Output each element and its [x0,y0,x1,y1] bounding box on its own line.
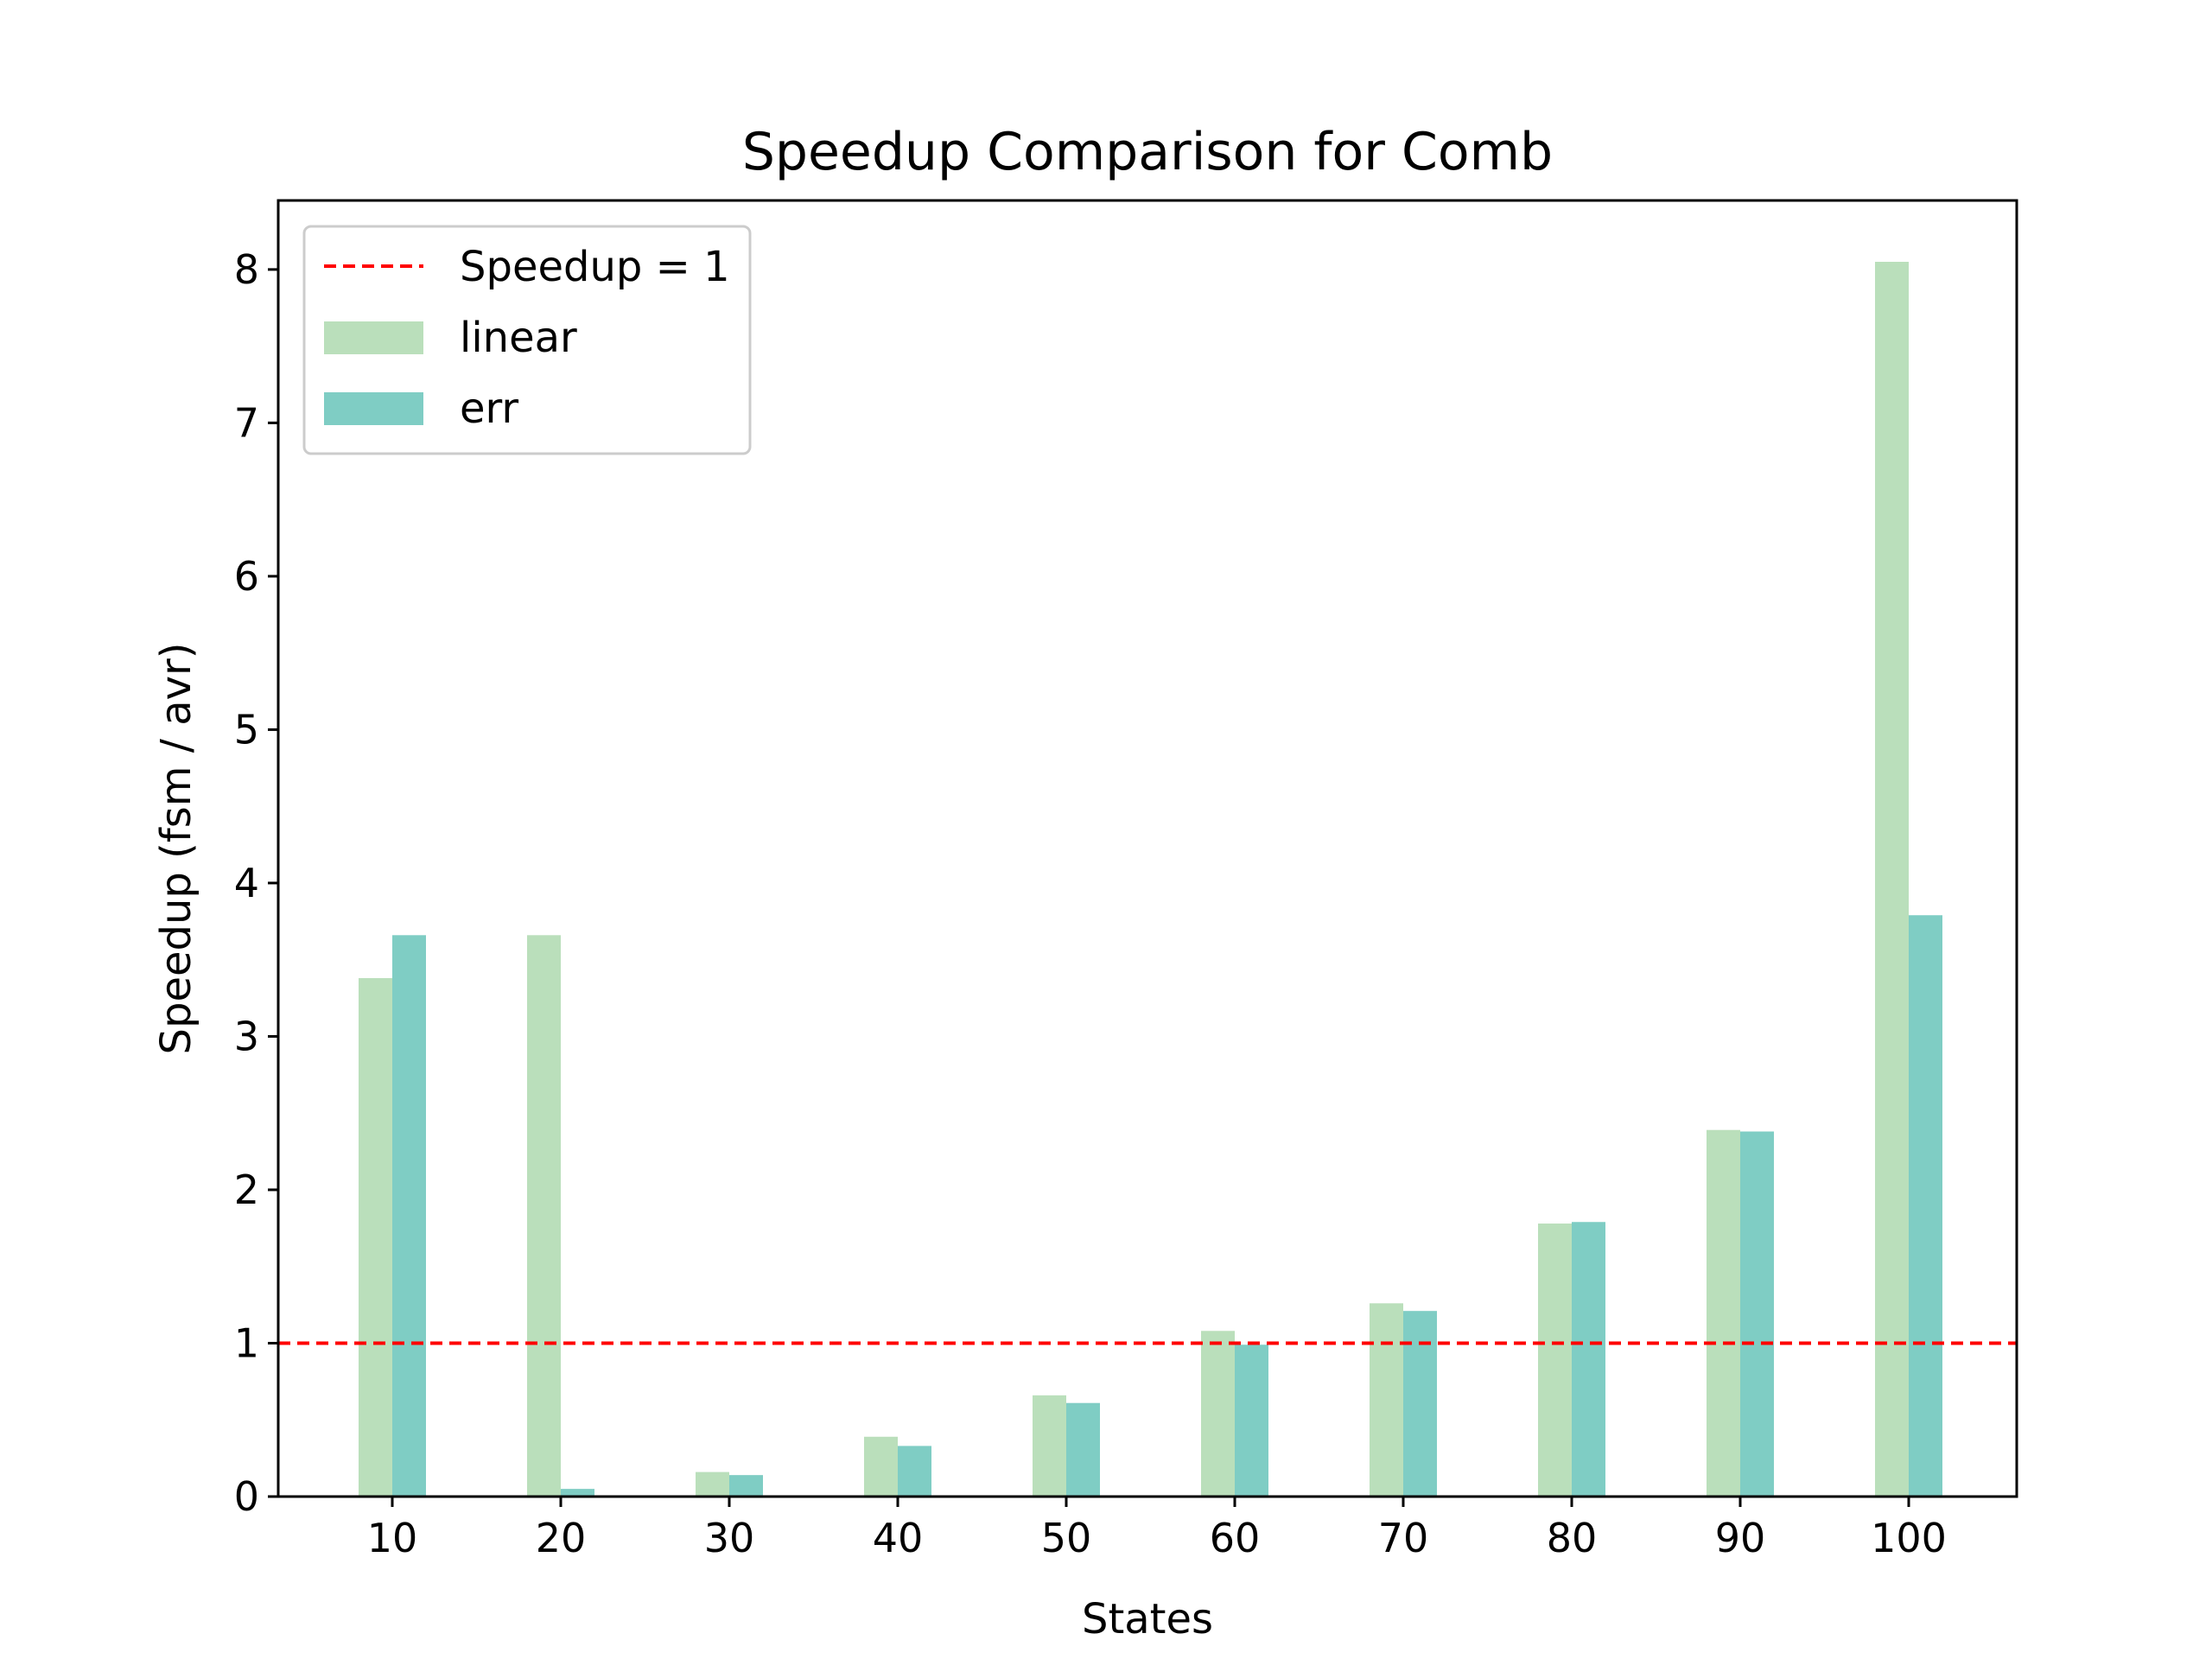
bar-err-40 [898,1446,931,1497]
y-axis: 0 1 2 3 4 5 6 7 8 [234,246,278,1520]
bar-err-50 [1066,1402,1100,1497]
x-tick-label-50: 50 [1041,1515,1092,1561]
x-tick-label-70: 70 [1378,1515,1429,1561]
x-tick-label-10: 10 [367,1515,418,1561]
bar-err-100 [1909,915,1942,1497]
x-tick-label-100: 100 [1871,1515,1947,1561]
bar-linear-30 [696,1471,729,1497]
bar-linear-60 [1201,1331,1235,1497]
chart-title: Speedup Comparison for Comb [742,122,1553,182]
bar-linear-70 [1370,1303,1403,1497]
legend-swatch-linear [324,321,423,354]
bar-err-30 [729,1475,763,1497]
legend-label-speedup-1: Speedup = 1 [460,243,730,291]
y-tick-label-3: 3 [234,1013,259,1059]
y-tick-label-1: 1 [234,1319,259,1366]
bar-linear-50 [1033,1395,1066,1497]
x-axis: 10 20 30 40 50 60 70 80 90 100 [367,1497,1947,1561]
bar-err-90 [1740,1131,1774,1497]
bars-layer [359,262,1942,1497]
bar-linear-40 [864,1436,898,1497]
y-tick-label-0: 0 [234,1473,259,1520]
y-axis-label: Speedup (fsm / avr) [152,643,200,1055]
plot-frame [276,199,2018,1498]
legend-label-linear: linear [460,314,577,362]
bar-linear-80 [1538,1224,1572,1497]
y-tick-label-7: 7 [234,399,259,446]
bar-err-80 [1572,1222,1605,1497]
bar-linear-10 [359,978,392,1497]
bar-linear-90 [1707,1129,1740,1497]
x-tick-label-80: 80 [1547,1515,1598,1561]
x-tick-label-60: 60 [1210,1515,1261,1561]
legend-label-err: err [460,385,518,433]
y-tick-label-8: 8 [234,246,259,293]
y-tick-label-2: 2 [234,1166,259,1213]
bar-err-10 [392,935,426,1497]
x-axis-label: States [1082,1595,1213,1643]
legend: Speedup = 1 linear err [302,225,752,455]
y-tick-label-4: 4 [234,860,259,906]
x-tick-label-20: 20 [536,1515,587,1561]
legend-swatch-err [324,392,423,425]
bar-err-20 [561,1489,594,1497]
x-tick-label-30: 30 [704,1515,755,1561]
bar-linear-100 [1875,262,1909,1497]
y-tick-label-6: 6 [234,553,259,600]
bar-err-70 [1403,1311,1437,1497]
bar-linear-20 [527,935,561,1497]
x-tick-label-40: 40 [873,1515,924,1561]
bar-err-60 [1235,1344,1268,1497]
x-tick-label-90: 90 [1715,1515,1766,1561]
y-tick-label-5: 5 [234,706,259,753]
